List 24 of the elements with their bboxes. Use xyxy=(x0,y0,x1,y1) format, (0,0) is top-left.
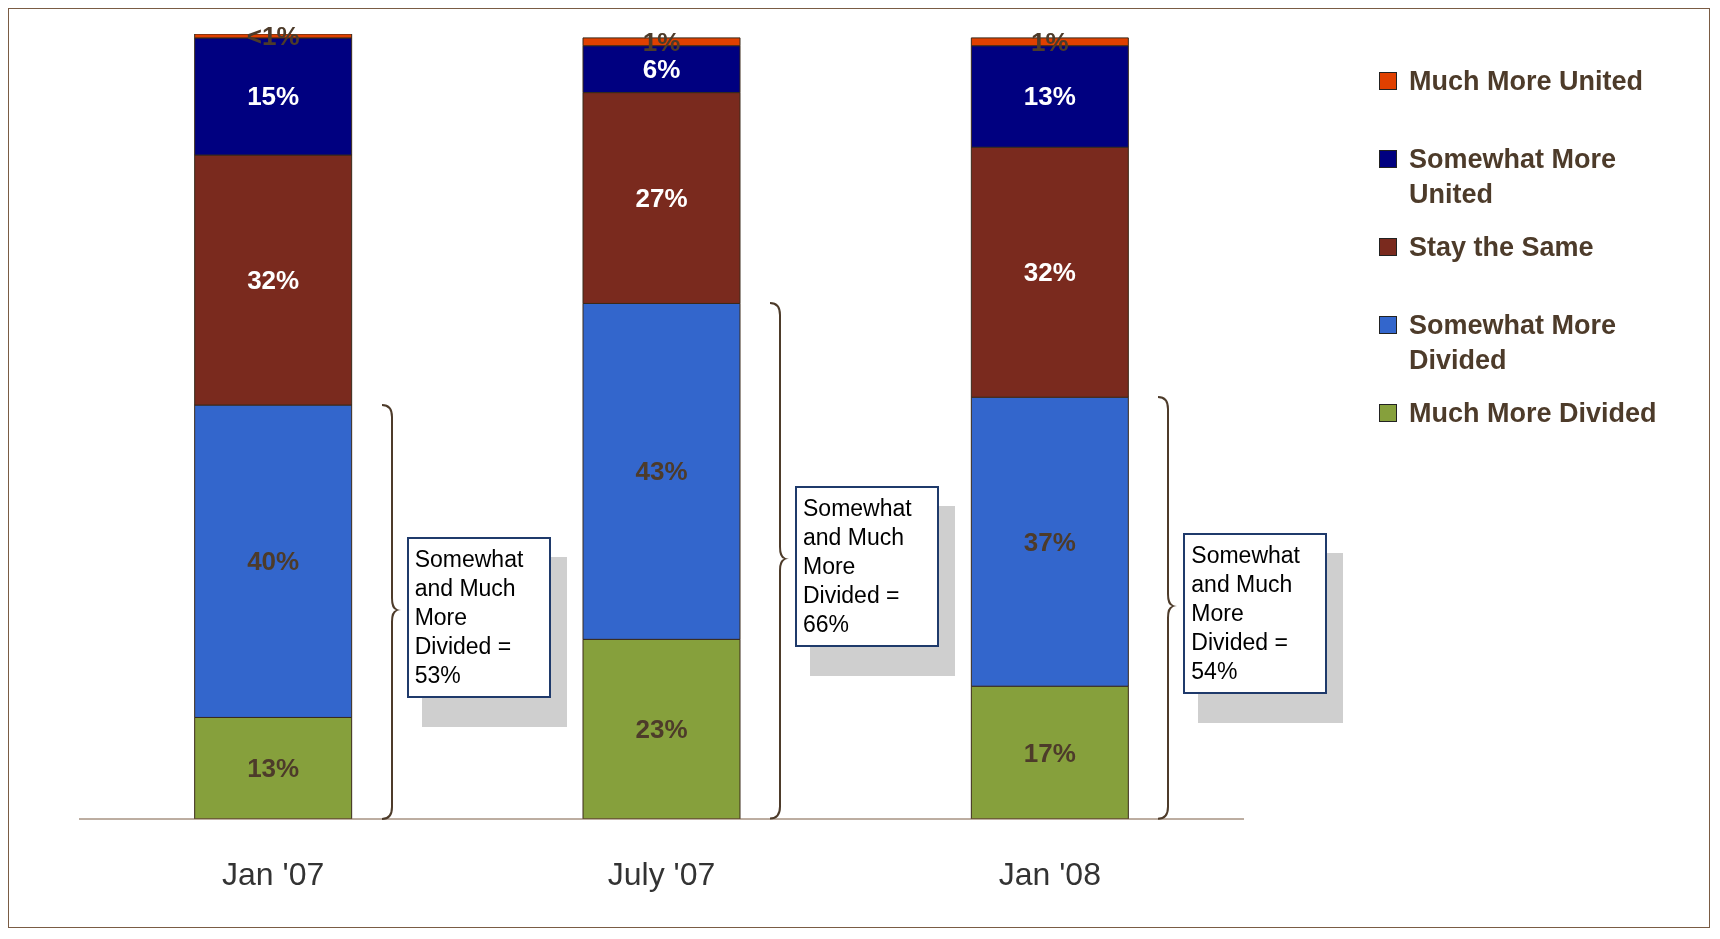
data-label: 32% xyxy=(1023,257,1076,288)
annotation: Somewhat and Much More Divided = 53% xyxy=(406,537,551,698)
data-label: 27% xyxy=(635,183,688,214)
data-label: 40% xyxy=(247,546,300,577)
data-label: 17% xyxy=(1023,737,1076,768)
data-label: 43% xyxy=(635,456,688,487)
data-label: 13% xyxy=(1023,81,1076,112)
legend-label: Somewhat More United xyxy=(1409,143,1618,211)
x-tick-label: July '07 xyxy=(607,855,716,892)
legend-label: Stay the Same xyxy=(1409,231,1594,264)
x-tick-label: Jan '07 xyxy=(222,855,325,892)
legend-label: Somewhat More Divided xyxy=(1409,309,1618,377)
legend-label: Much More Divided xyxy=(1409,397,1657,430)
annotation: Somewhat and Much More Divided = 66% xyxy=(795,486,939,648)
data-label: 6% xyxy=(642,54,681,85)
data-label: 32% xyxy=(247,265,300,296)
x-tick-label: Jan '08 xyxy=(998,855,1101,892)
data-label: 37% xyxy=(1023,526,1076,557)
data-label: <1% xyxy=(246,20,300,51)
data-label: 13% xyxy=(247,753,300,784)
legend-label: Much More United xyxy=(1409,65,1643,98)
annotation: Somewhat and Much More Divided = 54% xyxy=(1183,533,1328,695)
data-label: 23% xyxy=(635,714,688,745)
data-label: 15% xyxy=(247,81,300,112)
